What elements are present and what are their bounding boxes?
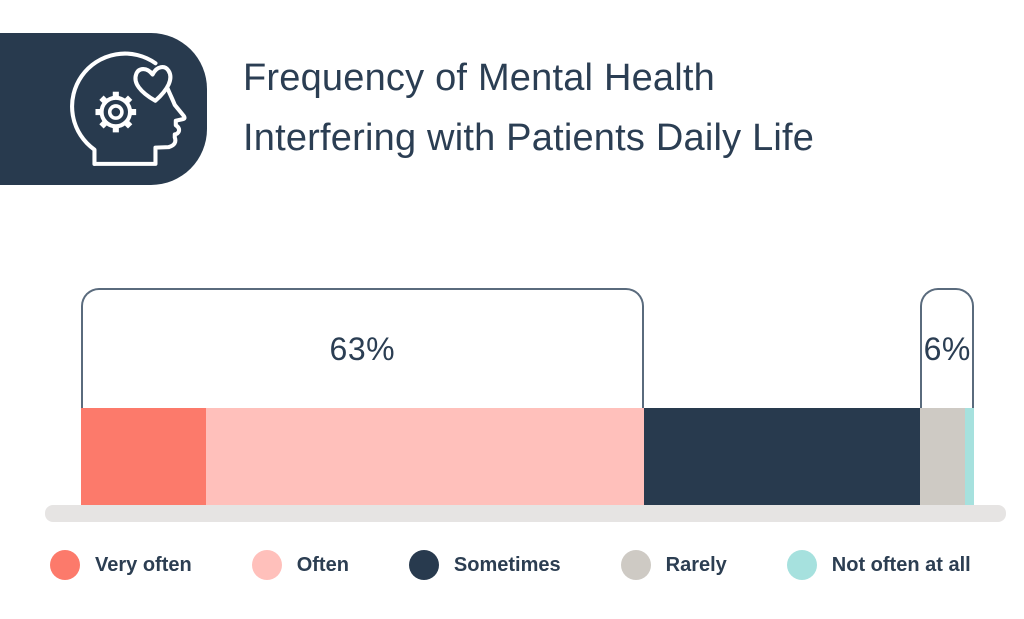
legend-item-often: Often — [251, 550, 349, 580]
legend-label-often: Often — [296, 553, 349, 576]
legend-label-rarely: Rarely — [665, 553, 727, 576]
bracket-rarely-not-often-at-all: 6% — [920, 288, 974, 408]
heart-icon — [133, 65, 173, 103]
stacked-bar — [81, 408, 974, 505]
legend-dot-often — [251, 550, 282, 580]
legend-label-very-often: Very often — [95, 553, 192, 576]
header-icon-badge — [0, 33, 207, 185]
legend-dot-rarely — [620, 550, 651, 580]
bar-segment-very-often — [81, 408, 207, 505]
bracket-percentage-label: 63% — [329, 330, 396, 367]
legend-label-sometimes: Sometimes — [453, 553, 561, 576]
bar-baseline — [45, 505, 1006, 522]
gear-teeth — [95, 91, 137, 133]
legend-dot-not-often-at-all — [786, 550, 817, 580]
bar-segment-sometimes — [643, 408, 921, 505]
legend-dot-sometimes — [408, 550, 439, 580]
bar-segment-rarely — [920, 408, 966, 505]
legend-label-not-often-at-all: Not often at all — [831, 553, 971, 576]
bracket-percentage-label: 6% — [923, 330, 971, 367]
bar-segment-not-often-at-all — [965, 408, 974, 505]
legend-item-rarely: Rarely — [620, 550, 727, 580]
bracket-very-often-often: 63% — [81, 288, 644, 408]
legend: Very often Often Sometimes Rarely Not often … — [50, 550, 971, 580]
legend-item-sometimes: Sometimes — [408, 550, 561, 580]
bar-segment-often — [206, 408, 644, 505]
title-line-2: Interfering with Patients Daily Life — [243, 117, 815, 159]
legend-item-not-often-at-all: Not often at all — [786, 550, 971, 580]
legend-dot-very-often — [50, 550, 80, 580]
chart-title: Frequency of Mental Health Interfering wi… — [243, 48, 814, 168]
title-line-1: Frequency of Mental Health — [243, 57, 715, 99]
head-with-gear-and-heart-icon — [70, 51, 187, 166]
legend-item-very-often: Very often — [50, 550, 192, 580]
